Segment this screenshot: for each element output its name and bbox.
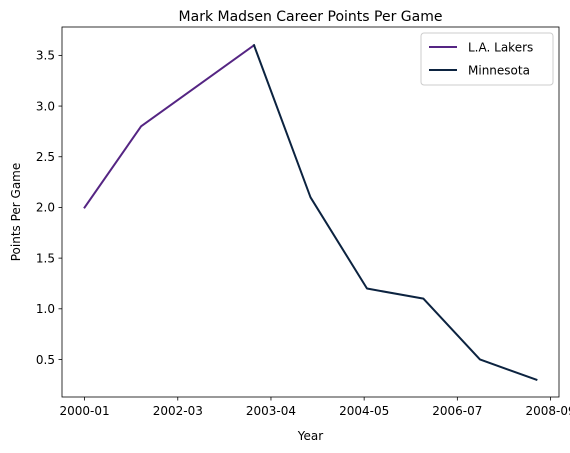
x-axis-label: Year bbox=[297, 429, 323, 443]
y-tick-label: 1.5 bbox=[36, 251, 55, 265]
x-tick-label: 2008-09 bbox=[525, 404, 570, 418]
y-tick-label: 2.5 bbox=[36, 150, 55, 164]
x-tick-label: 2002-03 bbox=[153, 404, 203, 418]
series-layer bbox=[83, 43, 538, 382]
legend: L.A. Lakers Minnesota bbox=[420, 32, 554, 86]
y-tick-label: 3.5 bbox=[36, 49, 55, 63]
legend-label-lakers: L.A. Lakers bbox=[468, 41, 533, 55]
y-tick-label: 2.0 bbox=[36, 201, 55, 215]
x-tick-label: 2004-05 bbox=[339, 404, 389, 418]
x-tick-label: 2000-01 bbox=[60, 404, 110, 418]
y-tick-label: 1.0 bbox=[36, 302, 55, 316]
x-tick-label: 2006-07 bbox=[432, 404, 482, 418]
plot-area bbox=[62, 27, 559, 397]
y-axis: 0.5 1.0 1.5 2.0 2.5 3.0 3.5 bbox=[36, 49, 62, 367]
x-tick-label: 2003-04 bbox=[246, 404, 296, 418]
y-axis-label: Points Per Game bbox=[9, 163, 23, 262]
y-tick-label: 0.5 bbox=[36, 353, 55, 367]
y-tick-label: 3.0 bbox=[36, 99, 55, 113]
series-line-l-a-lakers bbox=[83, 43, 256, 209]
legend-label-minnesota: Minnesota bbox=[468, 64, 530, 78]
plot-frame bbox=[61, 26, 560, 398]
series-line-minnesota bbox=[252, 43, 538, 382]
chart-title: Mark Madsen Career Points Per Game bbox=[179, 9, 443, 25]
x-axis: 2000-01 2002-03 2003-04 2004-05 2006-07 2008-… bbox=[60, 397, 570, 418]
